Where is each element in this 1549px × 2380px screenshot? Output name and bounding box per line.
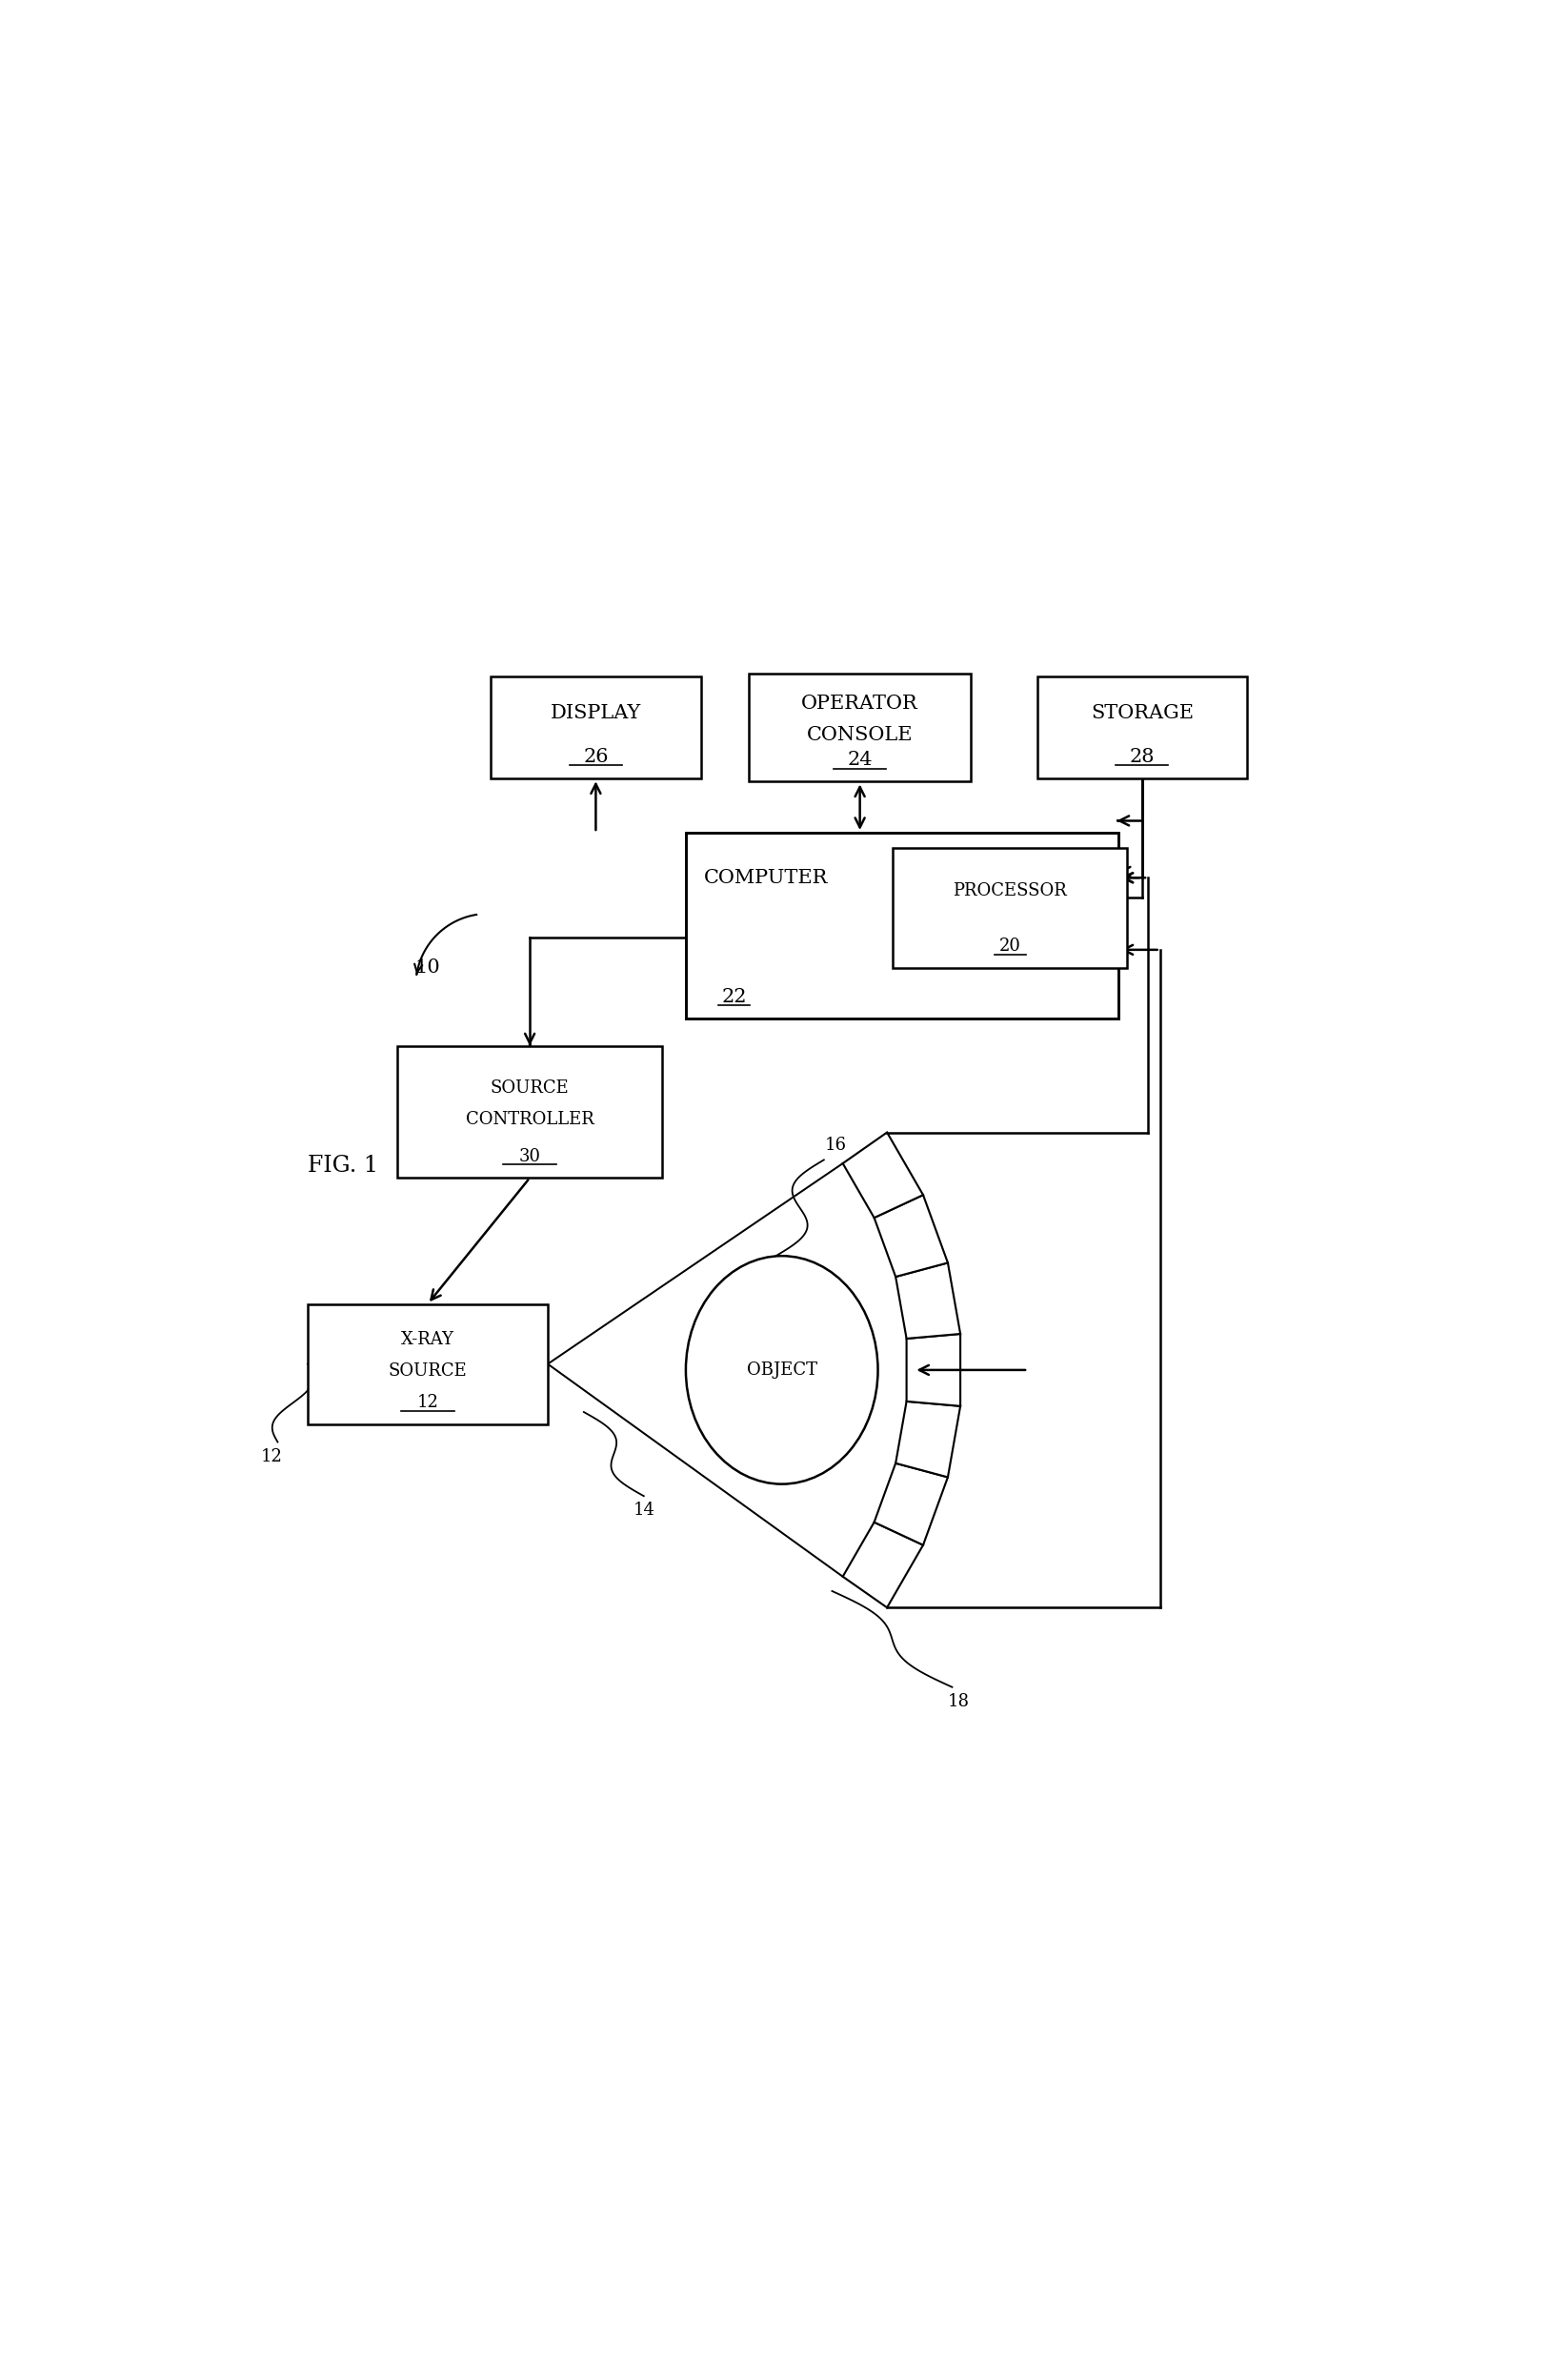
Text: PROCESSOR: PROCESSOR [953, 883, 1067, 900]
Text: 24: 24 [847, 752, 872, 769]
Text: 16: 16 [826, 1138, 847, 1154]
Bar [686, 833, 1118, 1019]
Text: SOURCE: SOURCE [491, 1078, 568, 1097]
Text: X-RAY: X-RAY [401, 1330, 454, 1349]
Polygon shape [874, 1195, 948, 1276]
Text: CONSOLE: CONSOLE [807, 726, 912, 745]
Text: 20: 20 [999, 938, 1021, 954]
Polygon shape [843, 1523, 923, 1606]
Text: 18: 18 [946, 1692, 970, 1711]
Text: 10: 10 [415, 959, 440, 976]
Bar [491, 676, 700, 778]
Text: DISPLAY: DISPLAY [550, 704, 641, 721]
Bar [748, 674, 971, 781]
Text: OPERATOR: OPERATOR [801, 695, 919, 712]
Polygon shape [906, 1333, 960, 1407]
Bar [892, 847, 1128, 969]
Text: 30: 30 [519, 1147, 541, 1164]
Bar [1036, 676, 1247, 778]
Text: 14: 14 [634, 1502, 655, 1518]
Polygon shape [843, 1133, 923, 1219]
Text: FIG. 1: FIG. 1 [308, 1154, 378, 1176]
Text: CONTROLLER: CONTROLLER [466, 1111, 593, 1128]
Text: SOURCE: SOURCE [389, 1364, 468, 1380]
Text: 28: 28 [1129, 747, 1154, 766]
Text: COMPUTER: COMPUTER [703, 869, 829, 888]
Polygon shape [874, 1464, 948, 1545]
Text: OBJECT: OBJECT [747, 1361, 818, 1378]
Text: 12: 12 [417, 1395, 438, 1411]
Bar [308, 1304, 548, 1423]
Bar [398, 1045, 661, 1178]
Text: 26: 26 [582, 747, 609, 766]
Polygon shape [895, 1402, 960, 1478]
Polygon shape [895, 1264, 960, 1338]
Ellipse shape [686, 1257, 878, 1485]
Text: STORAGE: STORAGE [1090, 704, 1193, 721]
Text: 22: 22 [722, 988, 747, 1007]
Text: 12: 12 [260, 1447, 282, 1466]
